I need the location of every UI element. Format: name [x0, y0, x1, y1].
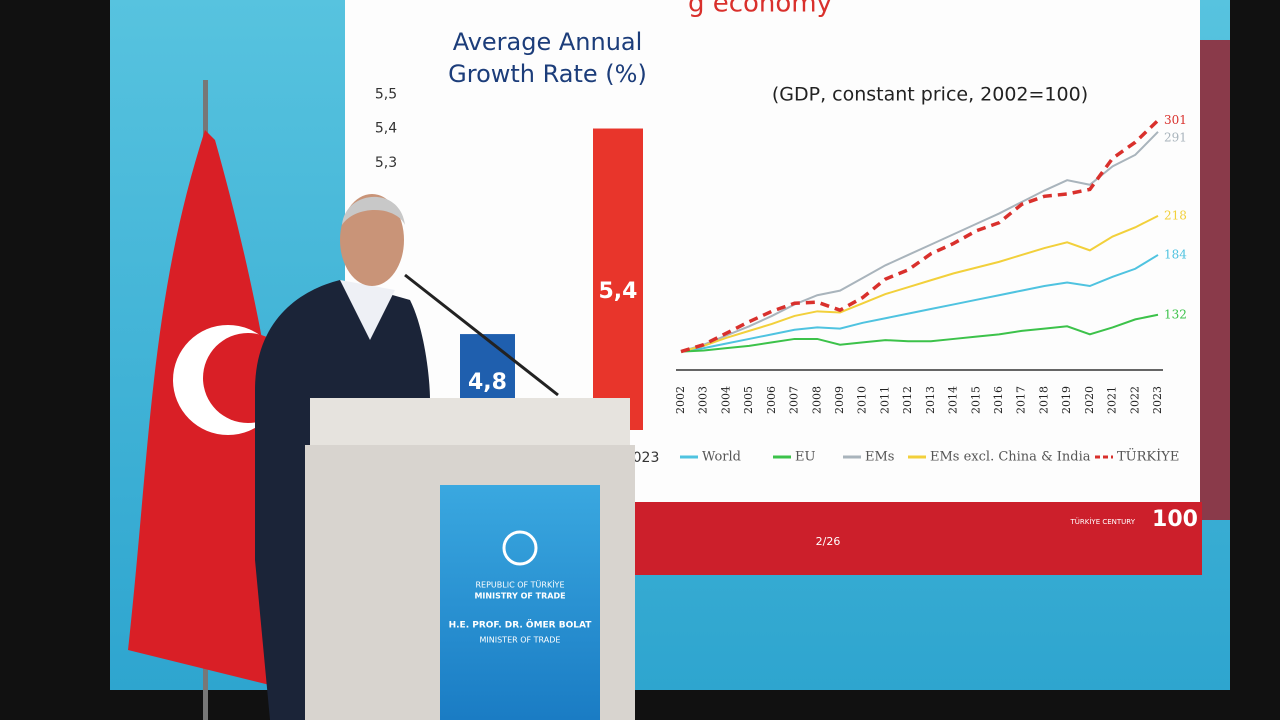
podium-screen — [440, 485, 600, 720]
x-tick-label: 2015 — [969, 386, 982, 414]
podium-role: MINISTER OF TRADE — [480, 636, 561, 645]
screen-edge-image — [1200, 40, 1230, 520]
legend-label: EU — [795, 450, 815, 465]
podium-speaker: H.E. PROF. DR. ÖMER BOLAT — [449, 620, 593, 631]
slide-footer — [630, 502, 1202, 575]
speaker-shirt — [340, 280, 395, 340]
slide-heading: g economy — [688, 0, 832, 19]
podium-country: REPUBLIC OF TÜRKİYE — [475, 580, 564, 590]
legend-label: TÜRKİYE — [1117, 448, 1179, 465]
microphone — [404, 273, 559, 397]
x-tick-label: 2008 — [810, 386, 823, 414]
x-tick-label: 2011 — [878, 386, 891, 414]
x-tick-label: 2009 — [833, 386, 846, 414]
x-tick-label: 2020 — [1083, 386, 1096, 414]
x-tick-label: 2023 — [1151, 386, 1164, 414]
y-tick-label: 5,3 — [375, 155, 397, 171]
bar — [593, 128, 643, 430]
x-tick-label: 2018 — [1037, 386, 1050, 414]
page-number: 2/26 — [816, 535, 841, 548]
chart-subtitle: (GDP, constant price, 2002=100) — [772, 84, 1088, 106]
ministry-emblem — [502, 530, 538, 566]
series-line — [680, 214, 1159, 353]
y-tick-label: 5,4 — [375, 121, 397, 137]
end-value-label: 291 — [1164, 130, 1187, 144]
end-value-label: 301 — [1164, 113, 1187, 127]
x-tick-label: 2017 — [1015, 386, 1028, 414]
x-tick-label: 2010 — [856, 386, 869, 414]
end-value-label: 132 — [1164, 307, 1187, 321]
x-tick-label: 2019 — [1060, 386, 1073, 414]
legend-label: EMs — [865, 450, 894, 465]
speaker-head — [340, 194, 404, 286]
x-tick-label: 2016 — [992, 386, 1005, 414]
end-value-label: 218 — [1164, 208, 1187, 222]
series-line — [680, 254, 1159, 353]
speaker-hair — [342, 196, 405, 225]
x-tick-label: 2013 — [924, 386, 937, 414]
logo-text: TÜRKİYE CENTURY — [1070, 517, 1136, 526]
series-line — [680, 131, 1159, 353]
legend-label: World — [702, 450, 741, 465]
x-tick-label: 2005 — [742, 386, 755, 414]
end-value-label: 184 — [1164, 247, 1187, 261]
y-tick-label: 5,5 — [375, 86, 397, 102]
x-tick-label: 2012 — [901, 386, 914, 414]
x-tick-label: 2004 — [719, 386, 732, 414]
bar-chart-title: Average Annual Growth Rate (%) — [448, 28, 647, 88]
bar-value-label: 5,4 — [599, 279, 638, 304]
bar-value-label: 4,8 — [468, 370, 507, 395]
podium-top — [310, 398, 630, 448]
x-tick-label: 2022 — [1128, 386, 1141, 414]
x-tick-label: 2003 — [697, 386, 710, 414]
series-line — [680, 119, 1160, 354]
x-tick-label: 2014 — [947, 386, 960, 414]
x-tick-label: 2002 — [674, 386, 687, 414]
logo-number: 100 — [1152, 507, 1198, 532]
legend-label: EMs excl. China & India — [930, 450, 1091, 465]
x-tick-label: 2007 — [788, 386, 801, 414]
x-tick-label: 2006 — [765, 386, 778, 414]
podium-ministry: MINISTRY OF TRADE — [474, 592, 565, 601]
series-line — [680, 313, 1159, 353]
x-tick-label: 023 — [633, 450, 660, 466]
x-tick-label: 2021 — [1106, 386, 1119, 414]
